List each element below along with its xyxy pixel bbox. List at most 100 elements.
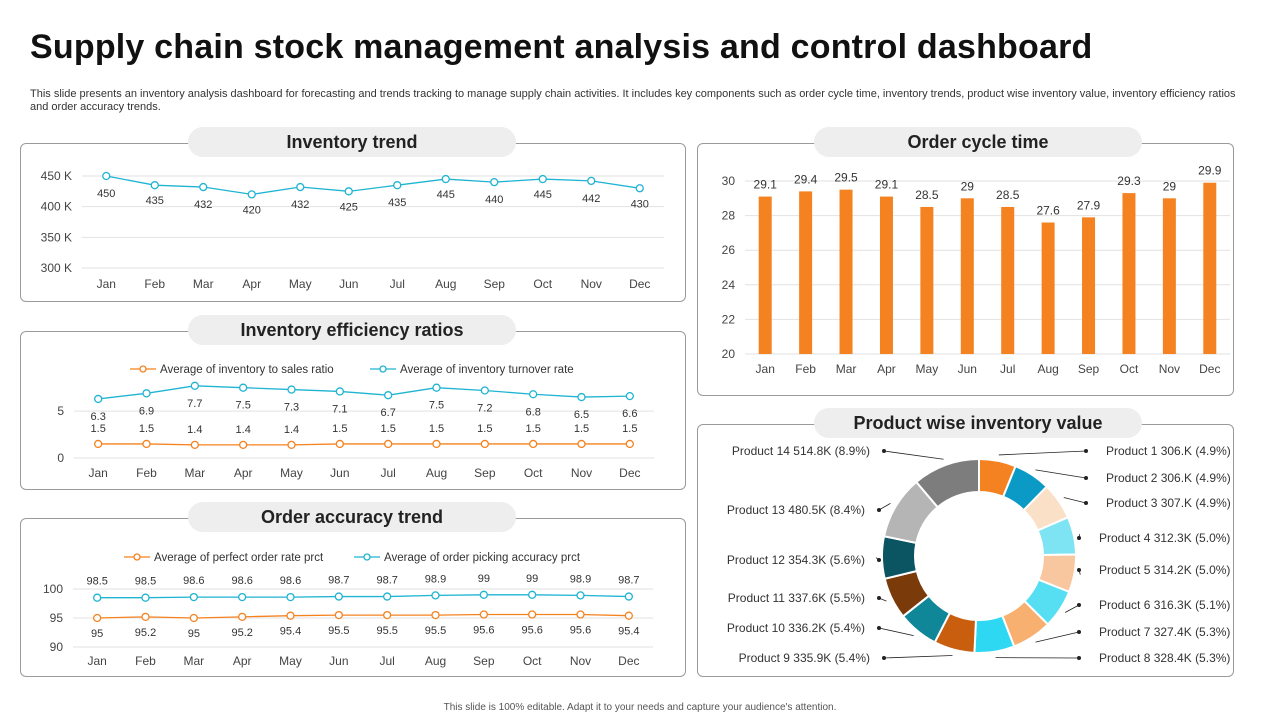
data-label: 440 (485, 194, 503, 206)
donut-slice (914, 457, 980, 509)
data-label: 95.6 (521, 625, 542, 637)
data-point (432, 383, 441, 392)
x-tick-label: Nov (571, 466, 592, 480)
bar-value-label: 27.9 (1077, 198, 1101, 212)
data-label: 95.5 (425, 625, 446, 637)
data-label: 7.1 (332, 403, 347, 415)
data-point (141, 593, 150, 602)
data-point (142, 439, 151, 449)
data-label: 435 (388, 197, 406, 209)
leader-line (998, 450, 1087, 456)
data-label: 1.5 (429, 423, 444, 435)
y-tick-label: 30 (722, 174, 736, 188)
data-label: 1.5 (477, 423, 492, 435)
data-point (141, 612, 150, 621)
data-label: 450 (97, 188, 115, 200)
data-label: 95 (91, 628, 103, 640)
slice-label: Product 12 354.3K (5.6%) (727, 553, 865, 567)
x-tick-label: Jan (97, 277, 116, 291)
x-tick-label: Jun (329, 654, 348, 668)
bar-value-label: 28.5 (915, 188, 939, 202)
data-label: 1.4 (187, 424, 202, 436)
data-point (393, 181, 402, 190)
legend-swatch-marker (363, 553, 371, 561)
x-tick-label: Oct (523, 654, 542, 668)
data-label: 95.5 (328, 625, 349, 637)
data-point (479, 590, 488, 599)
data-label: 95 (188, 628, 200, 640)
x-tick-label: Sep (473, 654, 495, 668)
efficiency-ratios-panel (20, 331, 686, 490)
x-tick-label: Jun (330, 466, 349, 480)
leader-line (883, 450, 944, 460)
data-label: 95.6 (570, 625, 591, 637)
series-line (98, 443, 630, 446)
y-tick-label: 0 (57, 451, 64, 465)
slice-label: Product 3 307.K (4.9%) (1106, 496, 1231, 510)
legend-label: Average of inventory to sales ratio (160, 364, 334, 376)
data-label: 1.5 (332, 423, 347, 435)
bar (960, 198, 974, 354)
data-point (287, 440, 296, 450)
leader-dot (1077, 630, 1081, 634)
x-tick-label: Jul (1000, 362, 1015, 376)
leader-line (1035, 469, 1087, 479)
leader-dot (1084, 476, 1088, 480)
x-tick-label: May (289, 277, 312, 291)
data-label: 1.5 (139, 423, 154, 435)
data-point (247, 190, 256, 199)
data-point (287, 385, 296, 394)
y-tick-label: 95 (50, 611, 64, 625)
data-label: 98.9 (570, 573, 591, 585)
data-point (383, 610, 392, 620)
data-label: 445 (437, 189, 455, 201)
data-label: 420 (243, 204, 261, 216)
data-label: 98.6 (231, 575, 252, 587)
efficiency-ratios-title: Inventory efficiency ratios (188, 315, 516, 345)
series-line (97, 613, 629, 619)
data-label: 95.5 (376, 625, 397, 637)
x-tick-label: Mar (193, 277, 214, 291)
y-tick-label: 300 K (41, 261, 72, 275)
bar-value-label: 27.6 (1036, 204, 1060, 218)
bar (1082, 217, 1096, 354)
data-point (480, 439, 489, 449)
data-label: 95.4 (280, 626, 301, 638)
data-label: 7.3 (284, 402, 299, 414)
data-point (150, 181, 159, 190)
bar (920, 206, 934, 354)
data-label: 98.5 (86, 576, 107, 588)
slice-label: Product 1 306.K (4.9%) (1106, 444, 1231, 458)
leader-dot (882, 449, 886, 453)
x-tick-label: Dec (1199, 362, 1220, 376)
order-cycle-title: Order cycle time (814, 127, 1142, 157)
data-point (190, 440, 199, 450)
data-point (189, 592, 198, 602)
slice-label: Product 11 337.6K (5.5%) (728, 591, 865, 605)
y-tick-label: 24 (722, 278, 736, 292)
bar (879, 196, 893, 354)
data-label: 1.4 (236, 424, 251, 436)
data-label: 435 (146, 195, 164, 207)
leader-line (878, 627, 914, 637)
inventory-trend-panel (20, 143, 686, 302)
bar-value-label: 29.1 (875, 178, 899, 192)
footer-note: This slide is 100% editable. Adapt it to… (443, 702, 837, 713)
data-point (576, 610, 585, 619)
data-point (490, 177, 499, 187)
legend-label: Average of inventory turnover rate (400, 364, 574, 376)
y-tick-label: 90 (50, 640, 64, 654)
data-label: 432 (291, 199, 309, 211)
data-point (335, 387, 344, 396)
data-label: 98.7 (376, 575, 397, 587)
legend-swatch-marker (379, 365, 387, 373)
data-label: 6.3 (91, 411, 106, 423)
legend-swatch-marker (133, 553, 141, 561)
leader-line (1064, 604, 1080, 613)
data-point (93, 593, 102, 602)
y-tick-label: 20 (722, 347, 736, 361)
data-point (528, 590, 537, 599)
